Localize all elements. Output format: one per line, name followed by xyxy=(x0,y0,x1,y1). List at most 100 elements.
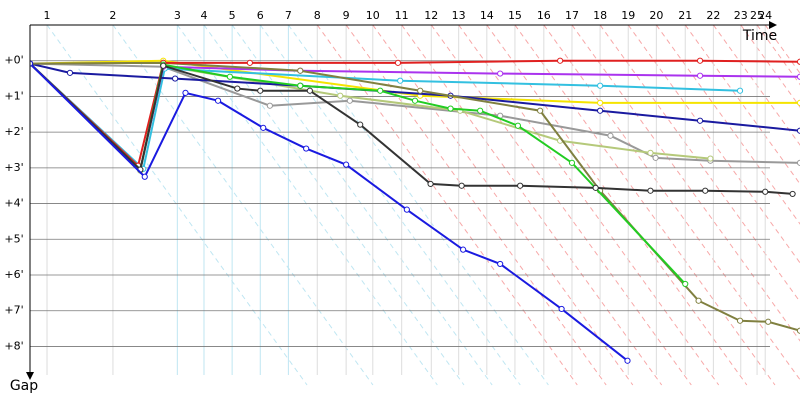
data-point xyxy=(696,117,704,124)
data-point xyxy=(702,187,709,194)
x-tick-label: 16 xyxy=(537,9,551,22)
data-point xyxy=(762,188,769,195)
lap-diagonal xyxy=(46,25,308,386)
data-point xyxy=(66,69,74,76)
x-tick-label: 17 xyxy=(565,9,579,22)
y-tick-label: +5' xyxy=(4,232,23,245)
y-tick-label: +2' xyxy=(4,125,23,138)
data-point xyxy=(447,105,454,112)
series-line xyxy=(30,61,800,332)
data-point xyxy=(607,132,614,139)
x-tick-label: 6 xyxy=(257,9,264,22)
series-line xyxy=(30,59,800,168)
x-tick-label: 25 xyxy=(750,9,764,22)
data-point xyxy=(297,82,304,89)
lap-diagonal xyxy=(756,25,800,86)
data-point xyxy=(537,107,544,114)
lap-diagonal xyxy=(684,25,800,185)
data-point xyxy=(765,318,772,325)
data-point xyxy=(477,107,484,114)
data-point xyxy=(682,280,689,288)
y-tick-label: +1' xyxy=(4,89,23,102)
lap-diagonal xyxy=(571,25,800,342)
data-point xyxy=(497,260,504,268)
data-point xyxy=(226,73,234,80)
lap-diagonal xyxy=(740,25,800,108)
x-tick-label: 24 xyxy=(758,9,772,22)
data-point xyxy=(257,87,264,94)
data-point xyxy=(596,99,604,106)
x-tick-label: 18 xyxy=(593,9,607,22)
data-point xyxy=(514,122,522,129)
series-line xyxy=(30,62,629,362)
data-point xyxy=(394,59,402,66)
lap-diagonal xyxy=(430,25,692,386)
data-point xyxy=(266,102,273,109)
data-point xyxy=(558,305,565,313)
data-point xyxy=(234,85,241,92)
data-point xyxy=(303,145,310,152)
x-tick-label: 13 xyxy=(452,9,466,22)
x-tick-label: 10 xyxy=(366,9,380,22)
y-tick-label: +4' xyxy=(4,197,23,210)
data-point xyxy=(297,67,304,74)
x-tick-label: 23 xyxy=(734,9,748,22)
lap-diagonal xyxy=(514,25,776,386)
data-point xyxy=(160,62,167,69)
data-point xyxy=(460,246,467,253)
data-point xyxy=(497,70,504,77)
data-point xyxy=(796,327,800,334)
x-tick-label: 9 xyxy=(343,9,350,22)
data-point xyxy=(458,182,465,189)
data-point xyxy=(246,59,253,66)
data-point xyxy=(557,57,564,64)
data-point xyxy=(357,121,364,128)
x-tick-label: 4 xyxy=(200,9,207,22)
lap-diagonal xyxy=(203,25,465,386)
data-point xyxy=(647,187,654,194)
x-tick-label: 14 xyxy=(480,9,494,22)
data-point xyxy=(30,60,34,67)
x-axis-title: Time xyxy=(742,28,777,44)
y-tick-label: +3' xyxy=(4,161,23,174)
data-point xyxy=(403,206,410,213)
series-line xyxy=(30,62,741,171)
y-tick-label: +6' xyxy=(4,268,23,281)
lap-diagonal xyxy=(401,25,663,386)
data-point xyxy=(411,97,419,104)
data-point xyxy=(343,161,350,168)
x-tick-label: 19 xyxy=(621,9,635,22)
data-point xyxy=(796,58,800,65)
lap-diagonal xyxy=(176,25,438,386)
data-point xyxy=(346,97,353,104)
lap-diagonal xyxy=(655,25,800,225)
y-tick-label: +0' xyxy=(4,54,23,67)
x-tick-label: 15 xyxy=(508,9,522,22)
lap-diagonal xyxy=(627,25,800,264)
y-axis-title: Gap xyxy=(10,378,38,394)
lap-diagonal xyxy=(112,25,374,386)
x-tick-label: 7 xyxy=(285,9,292,22)
data-point xyxy=(517,182,524,189)
data-point xyxy=(172,75,179,82)
data-point xyxy=(141,173,148,180)
x-tick-label: 5 xyxy=(229,9,236,22)
data-point xyxy=(736,87,744,94)
data-point xyxy=(417,87,424,94)
y-tick-label: +7' xyxy=(4,304,23,317)
x-tick-label: 21 xyxy=(678,9,692,22)
lap-diagonal xyxy=(316,25,578,386)
data-point xyxy=(696,57,704,64)
data-point xyxy=(592,184,599,191)
data-point xyxy=(796,99,800,106)
data-point xyxy=(796,159,800,166)
x-tick-label: 22 xyxy=(706,9,720,22)
data-point xyxy=(306,87,313,94)
lap-diagonal xyxy=(599,25,800,303)
lap-diagonal xyxy=(287,25,549,386)
data-point xyxy=(624,357,631,364)
lap-diagonal xyxy=(543,25,800,381)
data-point xyxy=(337,92,344,99)
y-tick-label: +8' xyxy=(4,339,23,352)
